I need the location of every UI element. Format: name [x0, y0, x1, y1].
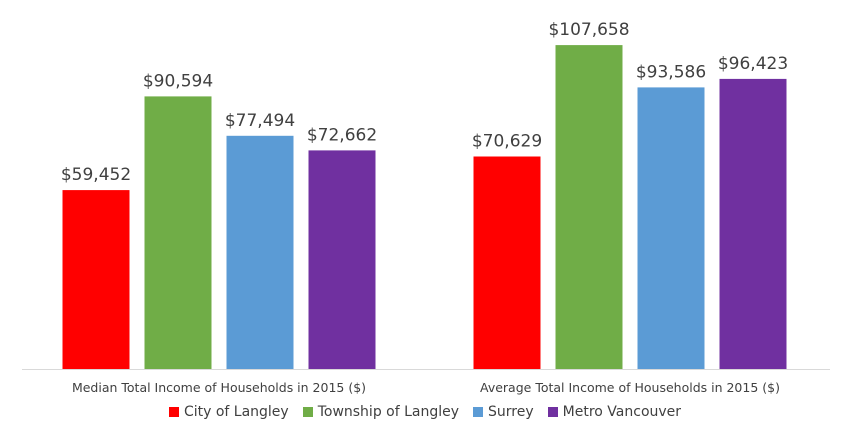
legend-label: Township of Langley — [317, 404, 460, 420]
legend-swatch — [168, 407, 179, 417]
legend-item: Metro Vancouver — [547, 404, 682, 420]
data-label: $70,629 — [472, 132, 542, 152]
data-label: $93,586 — [636, 62, 706, 82]
legend-swatch — [473, 407, 484, 417]
bar-township-of-langley-median — [144, 96, 212, 370]
data-label: $90,594 — [143, 71, 213, 91]
bars-layer — [62, 45, 787, 370]
legend-label: Surrey — [488, 404, 534, 420]
legend-swatch — [302, 407, 313, 417]
value-labels-layer: $59,452 $90,594 $77,494 $72,662 $70,629 $107,… — [61, 20, 788, 185]
legend-item: City of Langley — [168, 404, 289, 420]
data-label: $96,423 — [718, 54, 788, 74]
data-label: $72,662 — [307, 125, 377, 145]
legend-label: Metro Vancouver — [562, 404, 682, 420]
bar-city-of-langley-average — [473, 156, 541, 369]
bar-metro-vancouver-average — [719, 78, 787, 370]
category-label: Average Total Income of Households in 20… — [480, 380, 780, 395]
data-label: $59,452 — [61, 165, 131, 185]
bar-metro-vancouver-median — [308, 150, 376, 369]
bar-surrey-average — [637, 87, 705, 370]
data-label: $77,494 — [225, 111, 295, 131]
legend-item: Surrey — [473, 404, 534, 420]
category-label: Median Total Income of Households in 201… — [72, 380, 366, 395]
bar-township-of-langley-average — [555, 45, 623, 369]
category-labels-layer: Median Total Income of Households in 201… — [72, 380, 780, 395]
legend-item: Township of Langley — [302, 404, 460, 420]
bar-city-of-langley-median — [62, 190, 130, 369]
bar-surrey-median — [226, 135, 294, 369]
legend-label: City of Langley — [183, 404, 289, 420]
legend: City of Langley Township of Langley Surrey… — [0, 401, 850, 423]
legend-swatch — [547, 407, 558, 417]
data-label: $107,658 — [548, 20, 629, 40]
